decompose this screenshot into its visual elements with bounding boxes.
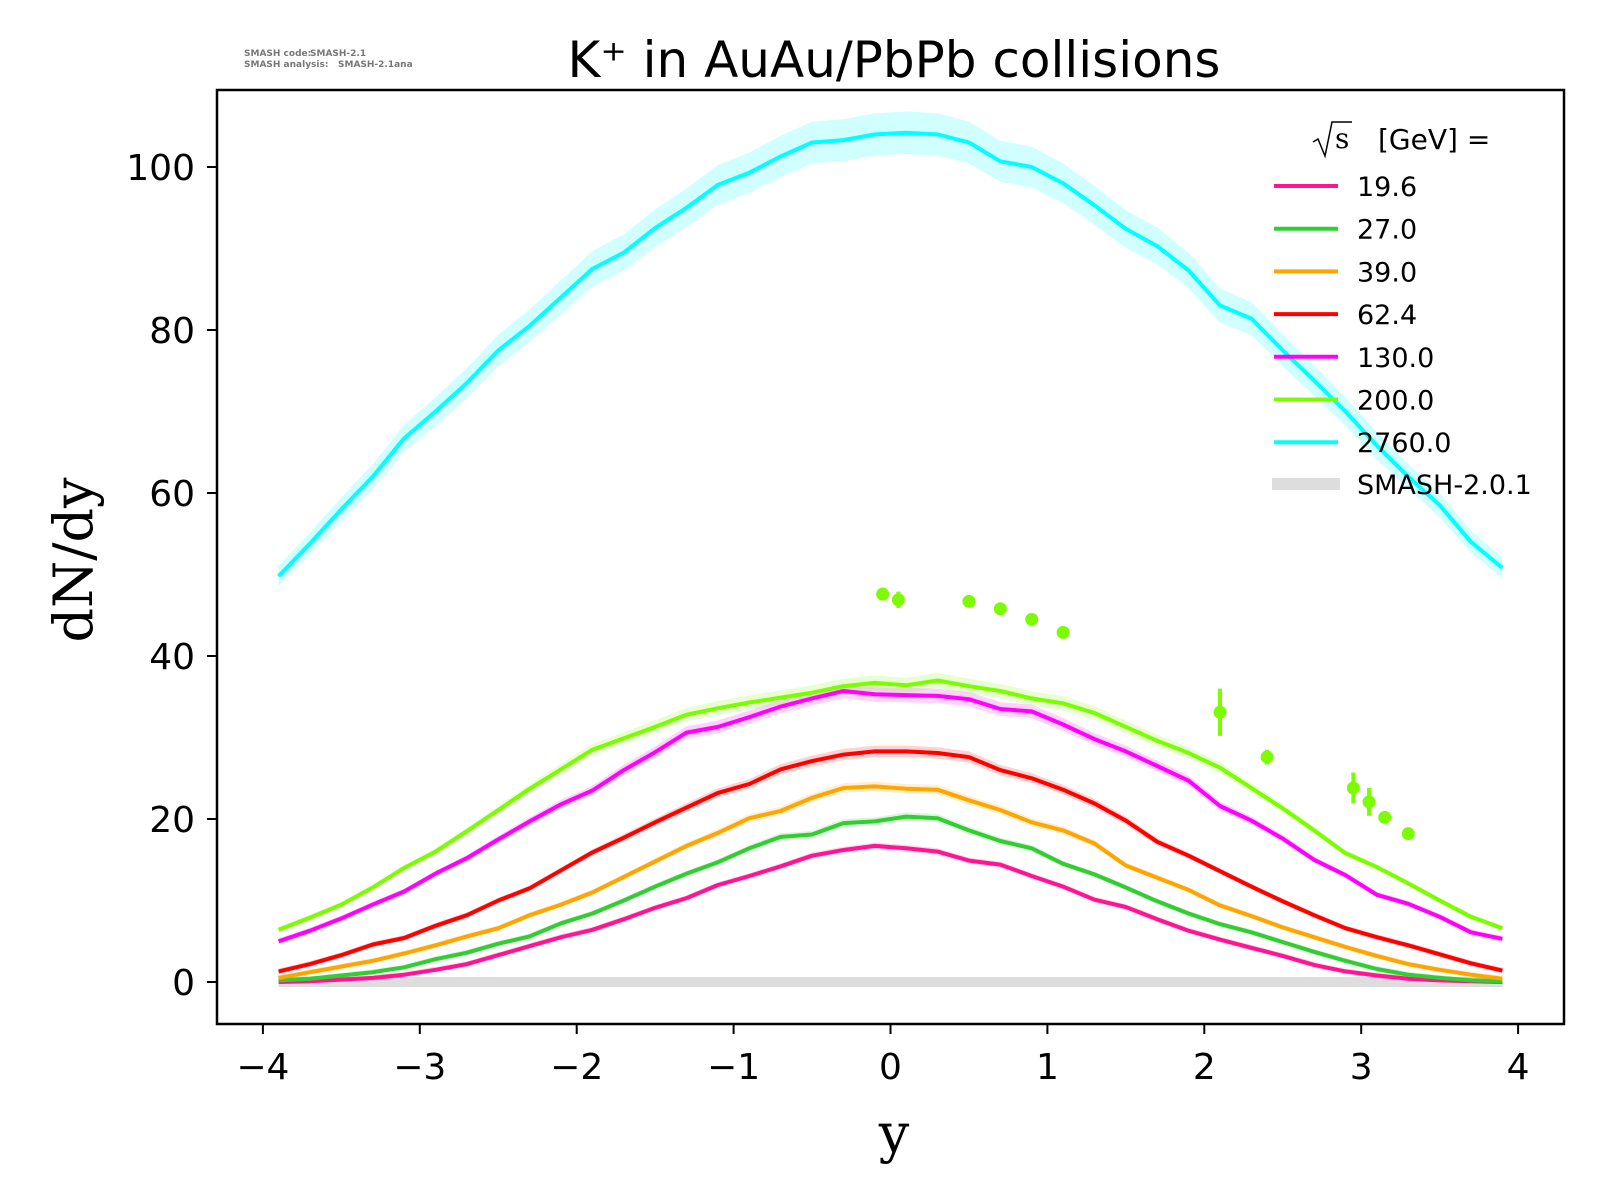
data-point <box>1346 772 1360 804</box>
chart-title: K⁺ in AuAu/PbPb collisions <box>568 31 1221 89</box>
data-point <box>962 594 976 608</box>
data-point <box>891 591 905 608</box>
data-point-marker <box>1362 795 1376 809</box>
series-lines <box>277 130 1504 984</box>
legend-item-39-0: 39.0 <box>1274 257 1417 288</box>
smash-analysis-value: SMASH-2.1ana <box>338 60 413 70</box>
data-point-marker <box>1025 612 1039 626</box>
legend-band-label: SMASH-2.0.1 <box>1357 470 1532 501</box>
legend-label-130-0: 130.0 <box>1357 343 1434 374</box>
legend-band-swatch <box>1272 478 1340 490</box>
x-tick-label: 2 <box>1193 1047 1216 1088</box>
y-tick-label: 0 <box>172 963 195 1004</box>
x-tick-label: 4 <box>1507 1047 1530 1088</box>
legend: s [GeV] = 19.6 27.0 39.0 62.4 130.0 200.0 2760… <box>1272 121 1532 501</box>
data-point-marker <box>1401 827 1415 841</box>
data-point-marker <box>891 593 905 607</box>
x-tick-label: −2 <box>550 1047 603 1088</box>
data-point-marker <box>876 587 890 601</box>
y-tick-label: 40 <box>149 637 195 678</box>
series-line-130-0 <box>277 689 1503 944</box>
data-point-marker <box>1056 625 1070 639</box>
legend-label-2760-0: 2760.0 <box>1357 428 1451 459</box>
legend-item-band: SMASH-2.0.1 <box>1272 470 1532 501</box>
x-tick-label: 0 <box>879 1047 902 1088</box>
legend-item-19-6: 19.6 <box>1274 172 1417 203</box>
legend-label-19-6: 19.6 <box>1357 172 1417 203</box>
band-130-0 <box>278 683 1503 945</box>
band-2760-0 <box>278 111 1503 587</box>
smash-code-label: SMASH code: <box>244 49 311 59</box>
legend-label-200-0: 200.0 <box>1357 386 1434 417</box>
series-line-19-6 <box>278 843 1503 984</box>
x-tick-label: −1 <box>707 1047 760 1088</box>
legend-label-27-0: 27.0 <box>1357 215 1417 246</box>
data-point <box>1213 688 1227 736</box>
legend-title-variable: s <box>1335 122 1349 155</box>
x-axis-label: y <box>878 1102 910 1165</box>
y-axis-ticks: 0 20 40 60 80 100 <box>126 148 217 1004</box>
data-point <box>1056 625 1070 639</box>
legend-label-39-0: 39.0 <box>1357 257 1417 288</box>
series-line-39-0 <box>278 784 1503 981</box>
legend-items: 19.6 27.0 39.0 62.4 130.0 200.0 2760.0 <box>1274 172 1451 459</box>
y-tick-label: 80 <box>149 311 195 352</box>
x-tick-label: −3 <box>393 1047 446 1088</box>
data-point-marker <box>993 602 1007 616</box>
data-point <box>1260 749 1274 765</box>
data-point-marker <box>1346 781 1360 795</box>
series-line-62-4 <box>278 749 1503 974</box>
series-line-27-0 <box>278 814 1503 984</box>
data-point-marker <box>962 594 976 608</box>
experimental-points <box>876 587 1415 841</box>
data-point-marker <box>1378 810 1392 824</box>
x-axis-ticks: −4 −3 −2 −1 0 1 2 3 4 <box>236 1024 1530 1088</box>
data-point <box>876 587 890 601</box>
sqrt-symbol-icon <box>1312 121 1352 159</box>
legend-item-200-0: 200.0 <box>1274 386 1434 417</box>
smash-reference-band <box>278 977 1503 987</box>
data-point <box>993 602 1007 616</box>
data-point <box>1362 788 1376 816</box>
smash-version-info: SMASH code: SMASH-2.1 SMASH analysis: SM… <box>244 49 413 70</box>
legend-title-unit: [GeV] = <box>1378 123 1490 156</box>
x-tick-label: −4 <box>236 1047 289 1088</box>
y-axis-label: dN/dy <box>42 477 105 643</box>
uncertainty-bands <box>278 111 1503 987</box>
legend-item-27-0: 27.0 <box>1274 215 1417 246</box>
band-27-0 <box>278 812 1503 982</box>
data-point <box>1025 612 1039 626</box>
legend-item-2760-0: 2760.0 <box>1274 428 1451 459</box>
x-tick-label: 3 <box>1350 1047 1373 1088</box>
x-tick-label: 1 <box>1036 1047 1059 1088</box>
legend-title: s [GeV] = <box>1312 121 1490 159</box>
smash-analysis-label: SMASH analysis: <box>244 60 328 70</box>
data-point <box>1378 810 1392 824</box>
data-point <box>1401 827 1415 841</box>
smash-code-value: SMASH-2.1 <box>310 49 366 59</box>
legend-label-62-4: 62.4 <box>1357 300 1417 331</box>
legend-item-62-4: 62.4 <box>1274 300 1417 331</box>
band-200-0 <box>278 672 1503 933</box>
legend-item-130-0: 130.0 <box>1274 343 1434 374</box>
y-tick-label: 100 <box>126 148 195 189</box>
data-point-marker <box>1213 705 1227 719</box>
data-point-marker <box>1260 750 1274 764</box>
y-tick-label: 60 <box>149 474 195 515</box>
y-tick-label: 20 <box>149 800 195 841</box>
series-line-200-0 <box>277 678 1504 932</box>
series-line-2760-0 <box>277 130 1504 578</box>
